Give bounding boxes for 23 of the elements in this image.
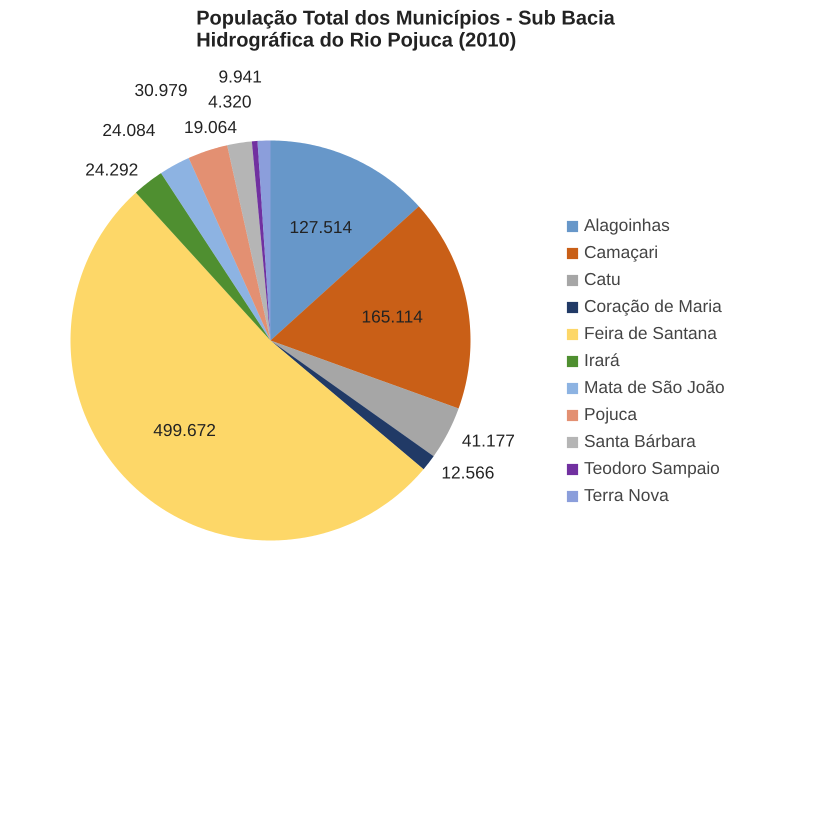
legend-label: Terra Nova — [584, 485, 669, 506]
data-label: 127.514 — [290, 217, 352, 238]
legend-label: Irará — [584, 350, 620, 371]
legend-label: Catu — [584, 269, 621, 290]
chart-title: População Total dos Municípios - Sub Bacia Hidrográfica do Rio Pojuca (2010) — [196, 8, 616, 52]
data-label: 41.177 — [462, 430, 515, 451]
legend-label: Mata de São João — [584, 377, 725, 398]
data-label: 499.672 — [153, 420, 216, 440]
legend-label: Santa Bárbara — [584, 431, 696, 452]
legend-label: Pojuca — [584, 404, 637, 425]
legend-label: Coração de Maria — [584, 296, 722, 317]
data-label: 30.979 — [134, 80, 188, 100]
data-label: 24.292 — [85, 160, 138, 180]
legend-label: Alagoinhas — [584, 215, 670, 236]
legend-label: Feira de Santana — [584, 323, 717, 344]
data-label: 165.114 — [361, 306, 424, 327]
data-label: 9.941 — [218, 66, 262, 87]
legend-label: Camaçari — [584, 242, 658, 263]
legend-label: Teodoro Sampaio — [584, 458, 720, 479]
data-label: 4.320 — [208, 91, 252, 112]
data-label: 12.566 — [441, 462, 494, 483]
data-label: 24.084 — [102, 120, 156, 140]
data-label: 19.064 — [184, 117, 238, 138]
